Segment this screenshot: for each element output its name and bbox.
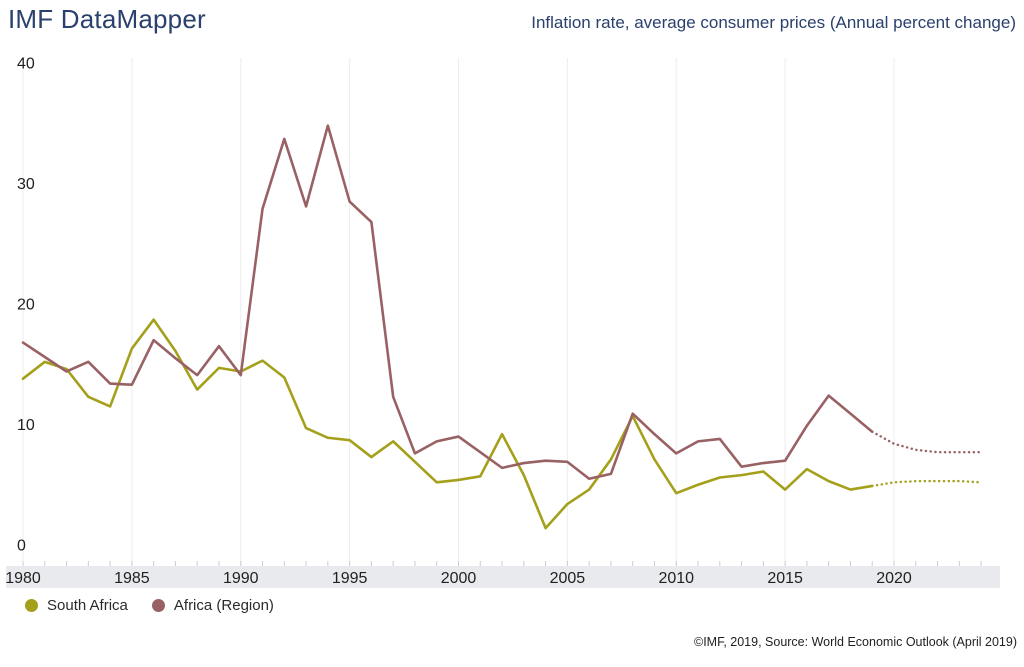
x-axis-label-2020: 2020 [876, 570, 912, 587]
y-axis-label-10: 10 [17, 417, 35, 434]
series-line-south-africa[interactable] [21, 318, 874, 530]
africa-region-series-dot-icon [151, 599, 165, 612]
x-axis-labels: 1980 1985 1990 1995 2000 2005 2010 2015 2020 [5, 570, 912, 587]
legend-label-south-africa: South Africa [47, 597, 128, 614]
legend-label-africa-region: Africa (Region) [173, 597, 274, 614]
y-axis-labels: 0 10 20 30 40 [17, 56, 35, 555]
series-line-africa-region[interactable] [21, 124, 874, 481]
app-title: IMF DataMapper [8, 4, 206, 34]
y-axis-label-0: 0 [17, 538, 26, 555]
x-axis-label-1985: 1985 [114, 570, 150, 587]
series-lines [21, 124, 983, 530]
south-africa-series-dot-icon [25, 599, 38, 612]
x-axis-label-1995: 1995 [332, 570, 368, 587]
x-axis-label-2000: 2000 [441, 570, 477, 587]
x-axis-label-1990: 1990 [223, 570, 259, 587]
y-axis-label-20: 20 [17, 297, 35, 314]
attribution: ©IMF, 2019, Source: World Economic Outlo… [693, 635, 1017, 649]
legend-item-south-africa[interactable]: South Africa [25, 597, 128, 614]
x-axis-label-2005: 2005 [550, 570, 586, 587]
gridlines [22, 58, 895, 566]
legend-item-africa-region[interactable]: Africa (Region) [151, 597, 274, 614]
series-line-africa-region-projection[interactable] [871, 430, 983, 454]
x-axis-label-2010: 2010 [658, 570, 694, 587]
chart-title: Inflation rate, average consumer prices … [531, 13, 1016, 32]
y-axis-label-30: 30 [17, 176, 35, 193]
series-line-south-africa-projection[interactable] [871, 479, 983, 488]
y-axis-label-40: 40 [17, 56, 35, 73]
chart-legend: South Africa Africa (Region) [25, 597, 274, 614]
year-ticks [22, 561, 982, 566]
x-axis-label-1980: 1980 [5, 570, 41, 587]
x-axis-label-2015: 2015 [767, 570, 803, 587]
x-axis-band[interactable] [6, 566, 1000, 588]
inflation-line-chart: 0 10 20 30 40 1980 1985 1990 1995 2000 2005 2010 201… [5, 56, 1000, 588]
